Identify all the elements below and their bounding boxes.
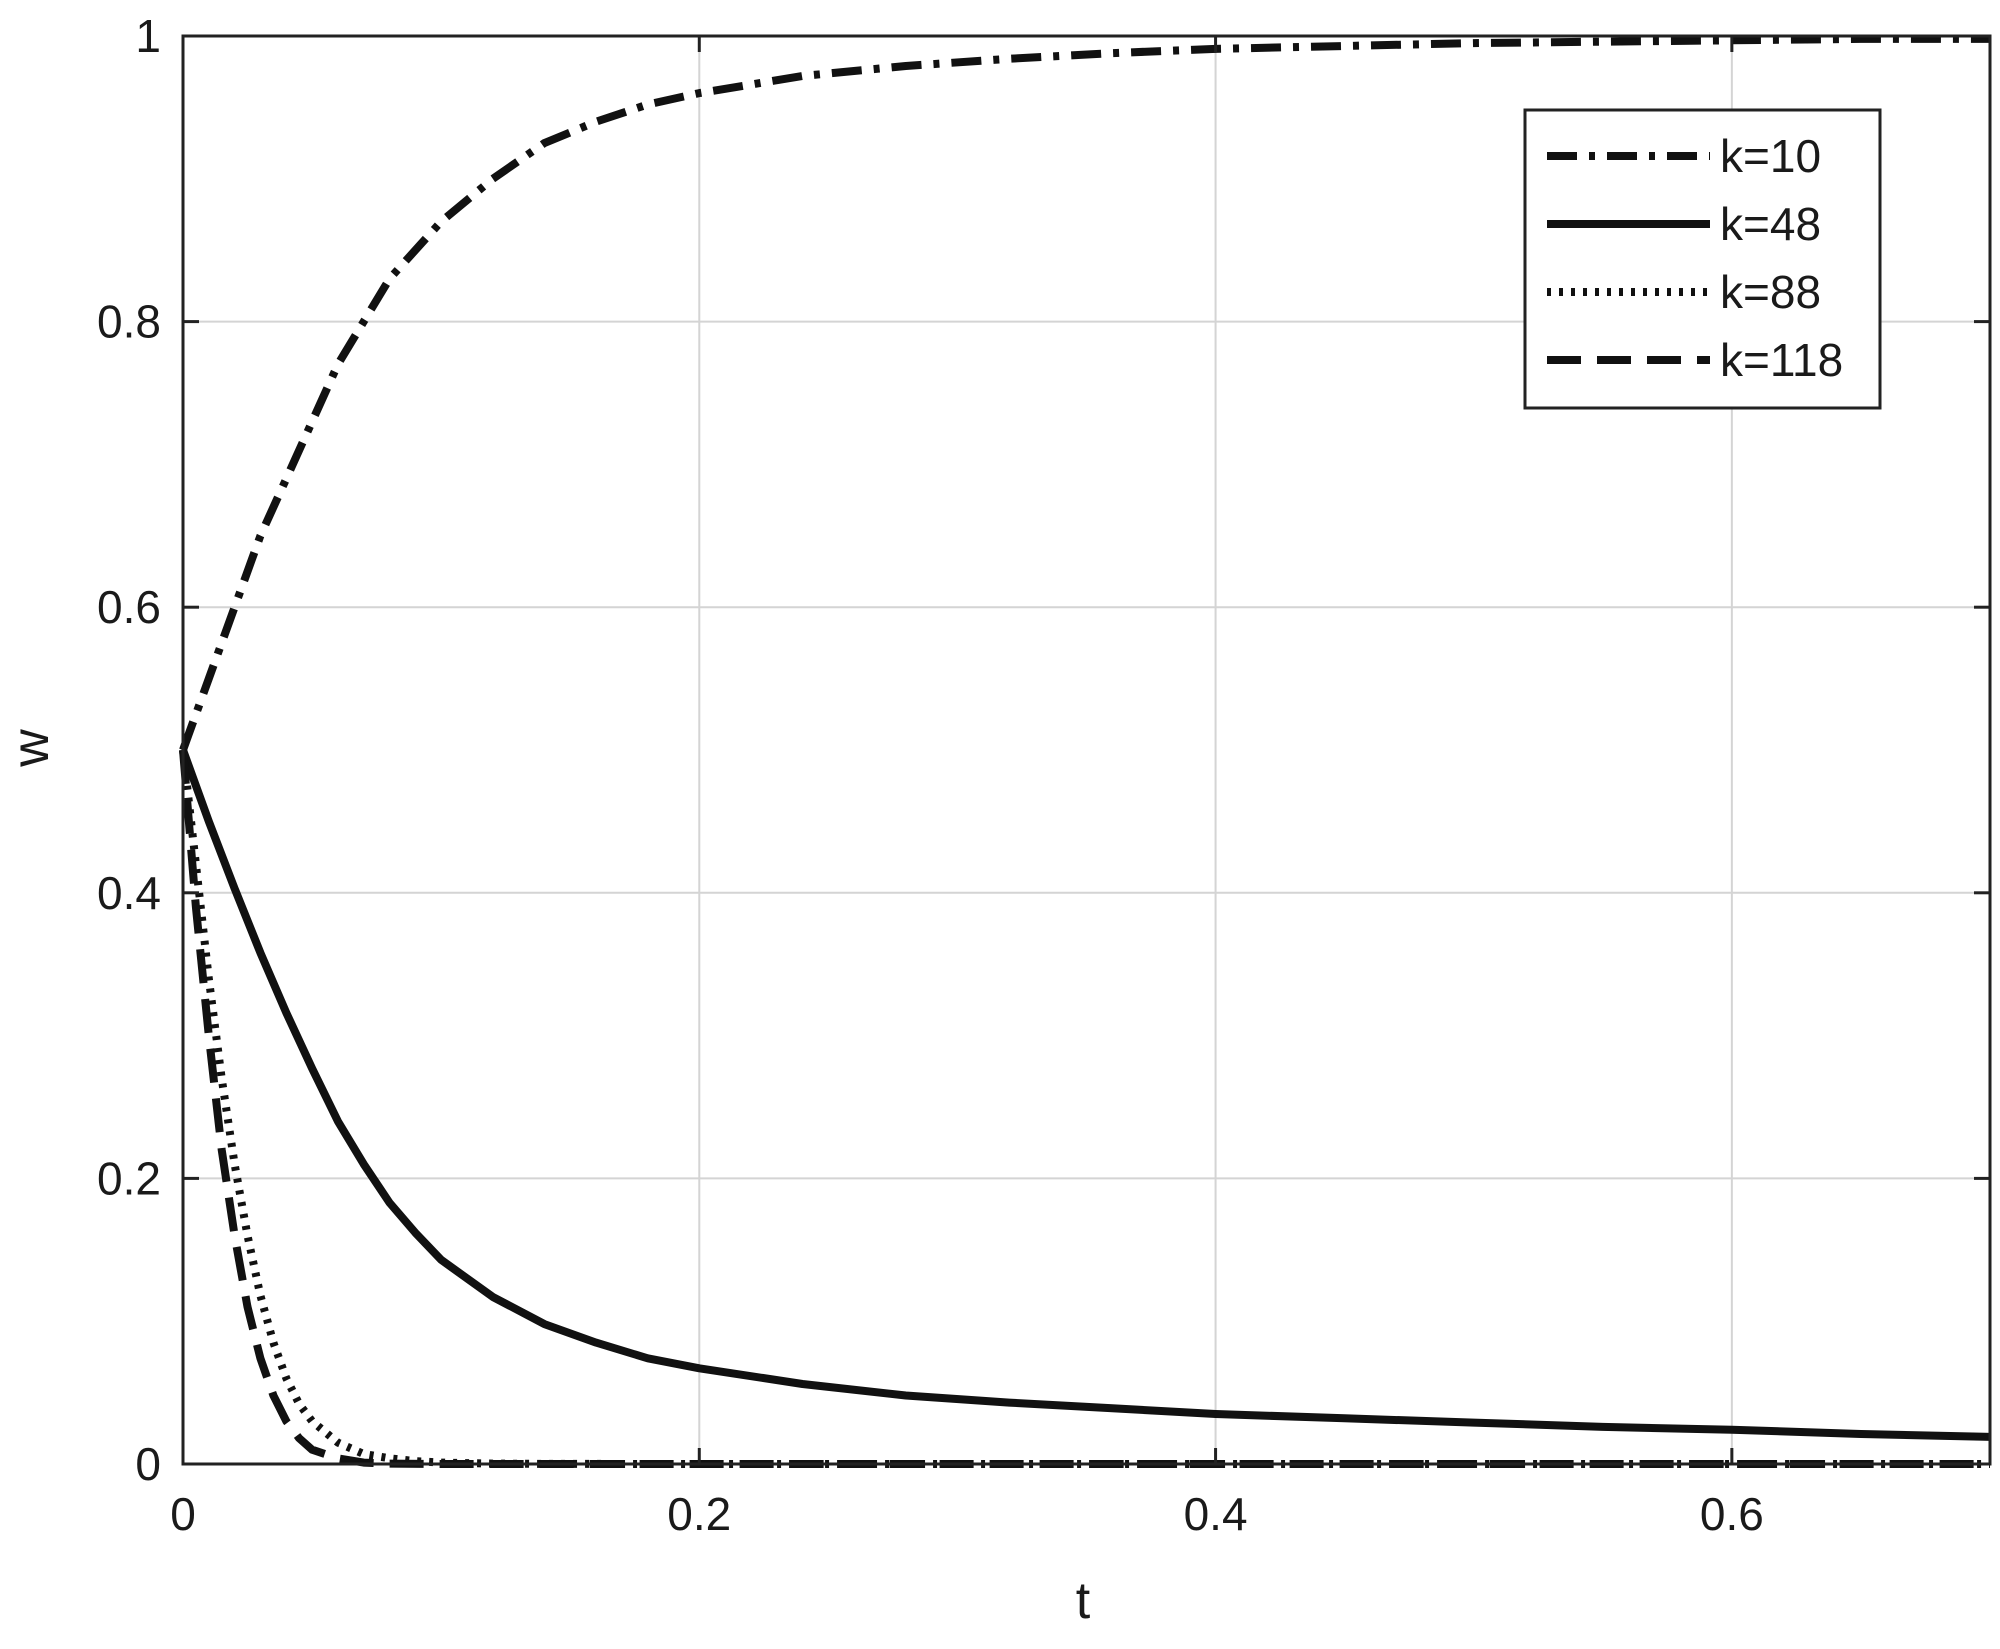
- y-tick-label: 0.8: [97, 296, 161, 348]
- series-line-k=118: [179, 749, 1990, 1468]
- plot-frame: [181, 34, 1992, 1466]
- y-tick-label: 0.6: [97, 581, 161, 633]
- y-tick-label: 0.2: [97, 1152, 161, 1204]
- series-line-k=48: [179, 748, 1991, 1441]
- x-tick-label: 0: [170, 1488, 196, 1540]
- y-axis-label: w: [2, 729, 60, 768]
- axis-ticks: [181, 34, 1990, 1466]
- legend-label: k=10: [1720, 130, 1821, 182]
- legend-label: k=88: [1720, 266, 1821, 318]
- legend-label: k=48: [1720, 198, 1821, 250]
- series-line-k=10: [179, 34, 1990, 752]
- x-tick-label: 0.4: [1184, 1488, 1248, 1540]
- y-tick-label: 0: [135, 1438, 161, 1490]
- x-axis-label: t: [1076, 1572, 1091, 1630]
- tick-labels: 0 0.2 0.4 0.6 0 0.2 0.4 0.6 0.8 1: [97, 10, 1764, 1540]
- y-tick-label: 1: [135, 10, 161, 62]
- legend: k=10 k=48 k=88 k=118: [1523, 108, 1882, 410]
- legend-label: k=118: [1720, 334, 1843, 386]
- series-line-k=88: [179, 749, 1990, 1468]
- y-tick-label: 0.4: [97, 867, 161, 919]
- x-tick-label: 0.6: [1700, 1488, 1764, 1540]
- x-tick-label: 0.2: [667, 1488, 731, 1540]
- series-layer: [179, 34, 1991, 1468]
